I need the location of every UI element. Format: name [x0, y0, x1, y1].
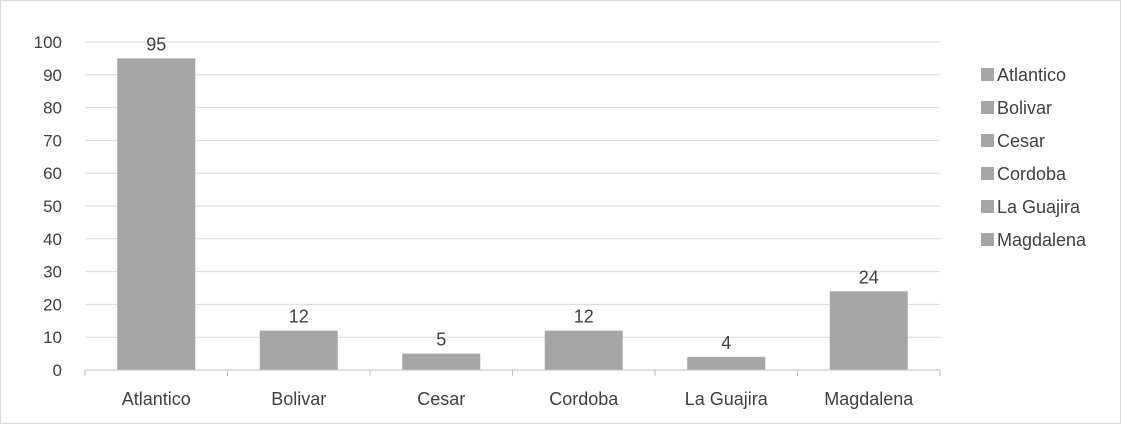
legend-swatch — [981, 233, 994, 246]
y-tick-label: 100 — [34, 33, 62, 52]
x-tick-label: Magdalena — [824, 389, 914, 409]
data-label: 5 — [436, 330, 446, 350]
gridlines — [85, 41, 940, 338]
bar-atlantico — [117, 58, 196, 371]
y-tick-label: 20 — [43, 295, 62, 314]
legend-entry: Bolivar — [997, 98, 1052, 118]
y-tick-label: 10 — [43, 328, 62, 347]
bar-la-guajira — [687, 356, 766, 370]
data-label: 95 — [146, 34, 166, 54]
data-labels: 95 12 5 12 4 24 — [146, 34, 879, 352]
bar-cordoba — [544, 330, 623, 370]
bar-magdalena — [829, 291, 908, 370]
bar-bolivar — [259, 330, 338, 370]
y-tick-label: 0 — [53, 361, 62, 380]
legend-entry: Atlantico — [997, 65, 1066, 85]
legend-entry: Cordoba — [997, 164, 1067, 184]
legend: Atlantico Bolivar Cesar Cordoba La Guajira Ma… — [981, 65, 1087, 250]
bar-cesar — [402, 353, 481, 370]
legend-entry: Cesar — [997, 131, 1045, 151]
legend-swatch — [981, 200, 994, 213]
y-tick-label: 30 — [43, 263, 62, 282]
y-tick-label: 40 — [43, 230, 62, 249]
data-label: 12 — [289, 307, 309, 327]
y-axis-ticks: 0 10 20 30 40 50 60 70 80 90 100 — [34, 33, 62, 380]
data-label: 4 — [721, 333, 731, 353]
y-tick-label: 70 — [43, 131, 62, 150]
x-tick-label: La Guajira — [685, 389, 769, 409]
data-label: 24 — [859, 267, 879, 287]
x-tick-label: Cordoba — [549, 389, 619, 409]
x-axis: Atlantico Bolivar Cesar Cordoba La Guajira Ma… — [84, 369, 941, 409]
x-tick-label: Bolivar — [271, 389, 326, 409]
data-label: 12 — [574, 307, 594, 327]
legend-swatch — [981, 101, 994, 114]
x-tick-label: Cesar — [417, 389, 465, 409]
legend-swatch — [981, 167, 994, 180]
legend-entry: La Guajira — [997, 197, 1081, 217]
y-tick-label: 90 — [43, 66, 62, 85]
y-tick-label: 80 — [43, 99, 62, 118]
y-tick-label: 60 — [43, 164, 62, 183]
legend-entry: Magdalena — [997, 230, 1087, 250]
x-tick-label: Atlantico — [122, 389, 191, 409]
legend-swatch — [981, 68, 994, 81]
bars — [117, 58, 908, 371]
y-tick-label: 50 — [43, 197, 62, 216]
legend-swatch — [981, 134, 994, 147]
